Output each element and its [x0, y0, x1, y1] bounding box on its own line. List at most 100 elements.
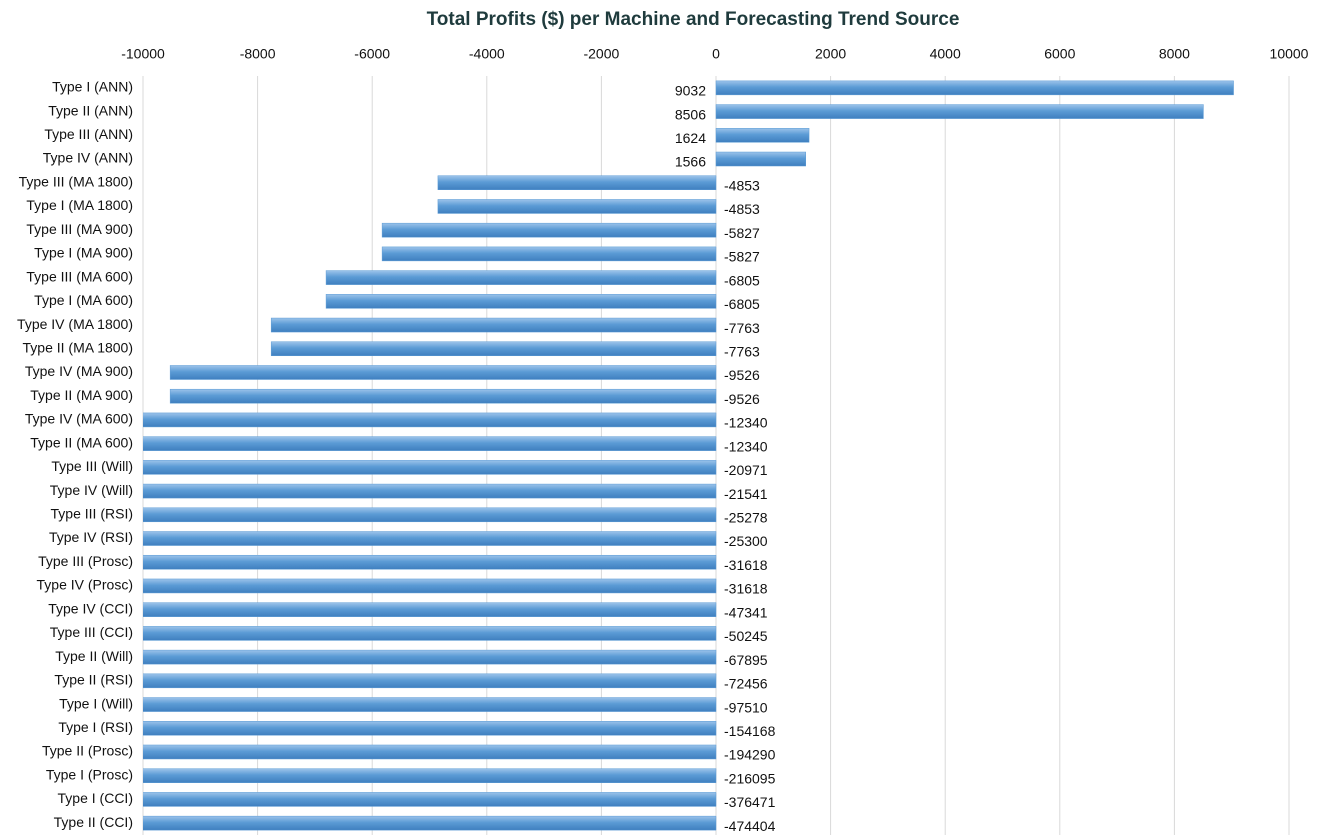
bar: [143, 792, 717, 807]
x-tick-label: -10000: [121, 46, 165, 62]
data-label: 8506: [675, 106, 706, 122]
bar: [325, 294, 717, 309]
data-label: -31618: [724, 581, 768, 597]
bar: [143, 460, 717, 475]
x-tick-label: -4000: [469, 46, 505, 62]
y-tick-label: Type III (MA 900): [26, 221, 133, 237]
bar: [143, 578, 717, 594]
y-tick-label: Type I (MA 600): [34, 292, 133, 308]
y-tick-label: Type IV (MA 600): [25, 411, 133, 427]
y-tick-label: Type III (Prosc): [38, 553, 133, 569]
data-label: -474404: [724, 818, 776, 834]
y-tick-label: Type IV (Prosc): [37, 577, 133, 593]
bar: [143, 649, 717, 665]
bar: [143, 744, 717, 760]
data-label: -50245: [724, 628, 768, 644]
y-tick-label: Type I (ANN): [52, 79, 133, 95]
y-tick-label: Type IV (Will): [50, 482, 133, 498]
data-label: -12340: [724, 415, 768, 431]
x-tick-label: 2000: [815, 46, 846, 62]
y-tick-label: Type II (MA 1800): [23, 339, 134, 355]
y-tick-label: Type I (MA 900): [34, 245, 133, 261]
bar: [715, 80, 1234, 96]
data-label: -5827: [724, 225, 760, 241]
data-label: -6805: [724, 272, 760, 288]
data-label: -9526: [724, 391, 760, 407]
y-tick-label: Type II (MA 900): [30, 387, 133, 403]
bar: [143, 673, 717, 689]
x-tick-label: 4000: [930, 46, 961, 62]
bar: [143, 602, 717, 617]
x-tick-label: 6000: [1044, 46, 1075, 62]
data-label: -47341: [724, 604, 768, 620]
data-label: -97510: [724, 699, 768, 715]
y-tick-label: Type II (Prosc): [42, 743, 133, 759]
data-label: -21541: [724, 486, 768, 502]
data-label: -9526: [724, 367, 760, 383]
bar: [381, 246, 717, 262]
bar: [143, 436, 717, 451]
bar: [143, 554, 717, 570]
y-tick-label: Type IV (RSI): [49, 529, 133, 545]
data-label: -5827: [724, 249, 760, 265]
data-label: -376471: [724, 794, 776, 810]
bar: [143, 531, 717, 546]
data-label: -4853: [724, 201, 760, 217]
x-tick-label: -8000: [240, 46, 276, 62]
bar: [143, 412, 717, 428]
data-label: -72456: [724, 676, 768, 692]
bar: [169, 388, 717, 404]
y-tick-label: Type I (Prosc): [46, 766, 133, 782]
y-tick-label: Type I (Will): [59, 695, 133, 711]
x-tick-label: -2000: [583, 46, 619, 62]
y-tick-label: Type II (Will): [55, 648, 133, 664]
x-tick-label: 0: [712, 46, 720, 62]
y-tick-label: Type II (CCI): [54, 814, 133, 830]
data-label: -20971: [724, 462, 768, 478]
bar: [143, 483, 717, 499]
y-tick-label: Type III (CCI): [50, 624, 133, 640]
bar: [143, 697, 717, 712]
data-label: -25278: [724, 510, 768, 526]
chart-title: Total Profits ($) per Machine and Foreca…: [427, 9, 960, 30]
data-label: 1566: [675, 154, 706, 170]
data-label: -7763: [724, 343, 760, 359]
bar: [715, 104, 1204, 119]
y-tick-label: Type II (ANN): [48, 102, 133, 118]
data-label: 9032: [675, 83, 706, 99]
data-label: -7763: [724, 320, 760, 336]
data-label: -67895: [724, 652, 768, 668]
bar: [715, 151, 806, 167]
bar: [325, 270, 717, 285]
data-label: -25300: [724, 533, 768, 549]
y-tick-label: Type IV (CCI): [48, 600, 133, 616]
bar: [143, 721, 717, 736]
data-label: -31618: [724, 557, 768, 573]
data-label: -4853: [724, 177, 760, 193]
data-label: -6805: [724, 296, 760, 312]
bar: [715, 128, 810, 143]
y-tick-label: Type II (RSI): [54, 672, 133, 688]
x-tick-label: -6000: [354, 46, 390, 62]
y-tick-label: Type I (MA 1800): [26, 197, 133, 213]
data-label: -154168: [724, 723, 776, 739]
bar: [270, 317, 717, 333]
bar: [437, 199, 717, 214]
data-label: -194290: [724, 747, 776, 763]
bar: [381, 222, 717, 238]
y-tick-label: Type III (MA 1800): [19, 173, 133, 189]
y-tick-label: Type III (ANN): [44, 126, 133, 142]
bar: [143, 507, 717, 523]
y-tick-label: Type III (MA 600): [26, 268, 133, 284]
y-tick-label: Type III (RSI): [51, 506, 133, 522]
x-tick-label: 10000: [1270, 46, 1309, 62]
bar: [143, 626, 717, 641]
data-label: -12340: [724, 438, 768, 454]
bar: [143, 815, 717, 831]
y-tick-label: Type IV (MA 1800): [17, 316, 133, 332]
y-tick-label: Type I (CCI): [58, 790, 133, 806]
y-tick-label: Type I (RSI): [58, 719, 133, 735]
bar: [270, 341, 717, 357]
y-tick-label: Type II (MA 600): [30, 434, 133, 450]
bar: [169, 365, 717, 380]
